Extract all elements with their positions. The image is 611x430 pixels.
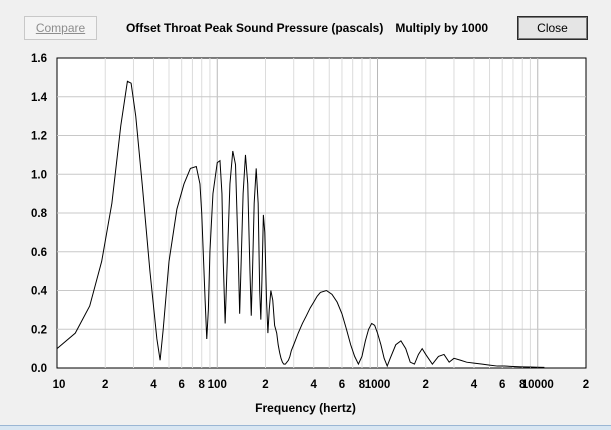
x-tick-label: 2 xyxy=(423,379,429,391)
y-tick-label: 0.8 xyxy=(31,208,48,220)
y-tick-label: 0.6 xyxy=(31,247,47,259)
y-tick-label: 0.4 xyxy=(31,286,48,298)
y-axis-ticks: 0.0 0.2 0.4 0.6 0.8 1.0 1.2 1.4 1.6 xyxy=(31,53,48,375)
compare-button[interactable]: Compare xyxy=(24,16,97,40)
chart-title-text: Offset Throat Peak Sound Pressure (pasca… xyxy=(125,21,384,35)
y-tick-label: 0.2 xyxy=(31,324,47,336)
x-tick-label: 10000 xyxy=(522,379,554,391)
x-tick-label: 2 xyxy=(583,379,589,391)
chart-multiplier: Multiply by 1000 xyxy=(395,21,489,35)
x-axis-label: Frequency (hertz) xyxy=(255,401,356,415)
x-tick-label: 8 xyxy=(199,379,206,391)
x-tick-label: 4 xyxy=(311,379,318,391)
y-tick-label: 1.4 xyxy=(31,92,48,104)
x-tick-label: 8 xyxy=(519,379,526,391)
close-button[interactable]: Close xyxy=(517,16,588,40)
y-tick-label: 1.6 xyxy=(31,53,47,65)
grid xyxy=(57,58,586,368)
x-tick-label: 4 xyxy=(471,379,478,391)
y-tick-label: 0.0 xyxy=(31,363,47,375)
x-tick-label: 1000 xyxy=(365,379,391,391)
x-tick-label: 2 xyxy=(102,379,108,391)
x-tick-label: 4 xyxy=(150,379,157,391)
series-line xyxy=(56,80,545,368)
chart-title: Offset Throat Peak Sound Pressure (pasca… xyxy=(98,21,516,35)
y-tick-label: 1.0 xyxy=(31,169,47,181)
x-tick-label: 10 xyxy=(53,379,66,391)
x-tick-label: 8 xyxy=(359,379,366,391)
window-bottom-edge xyxy=(0,425,611,430)
x-tick-label: 2 xyxy=(262,379,268,391)
x-tick-label: 6 xyxy=(178,379,184,391)
x-tick-label: 6 xyxy=(339,379,345,391)
y-tick-label: 1.2 xyxy=(31,131,47,143)
x-tick-label: 6 xyxy=(499,379,505,391)
x-tick-label: 100 xyxy=(208,379,227,391)
